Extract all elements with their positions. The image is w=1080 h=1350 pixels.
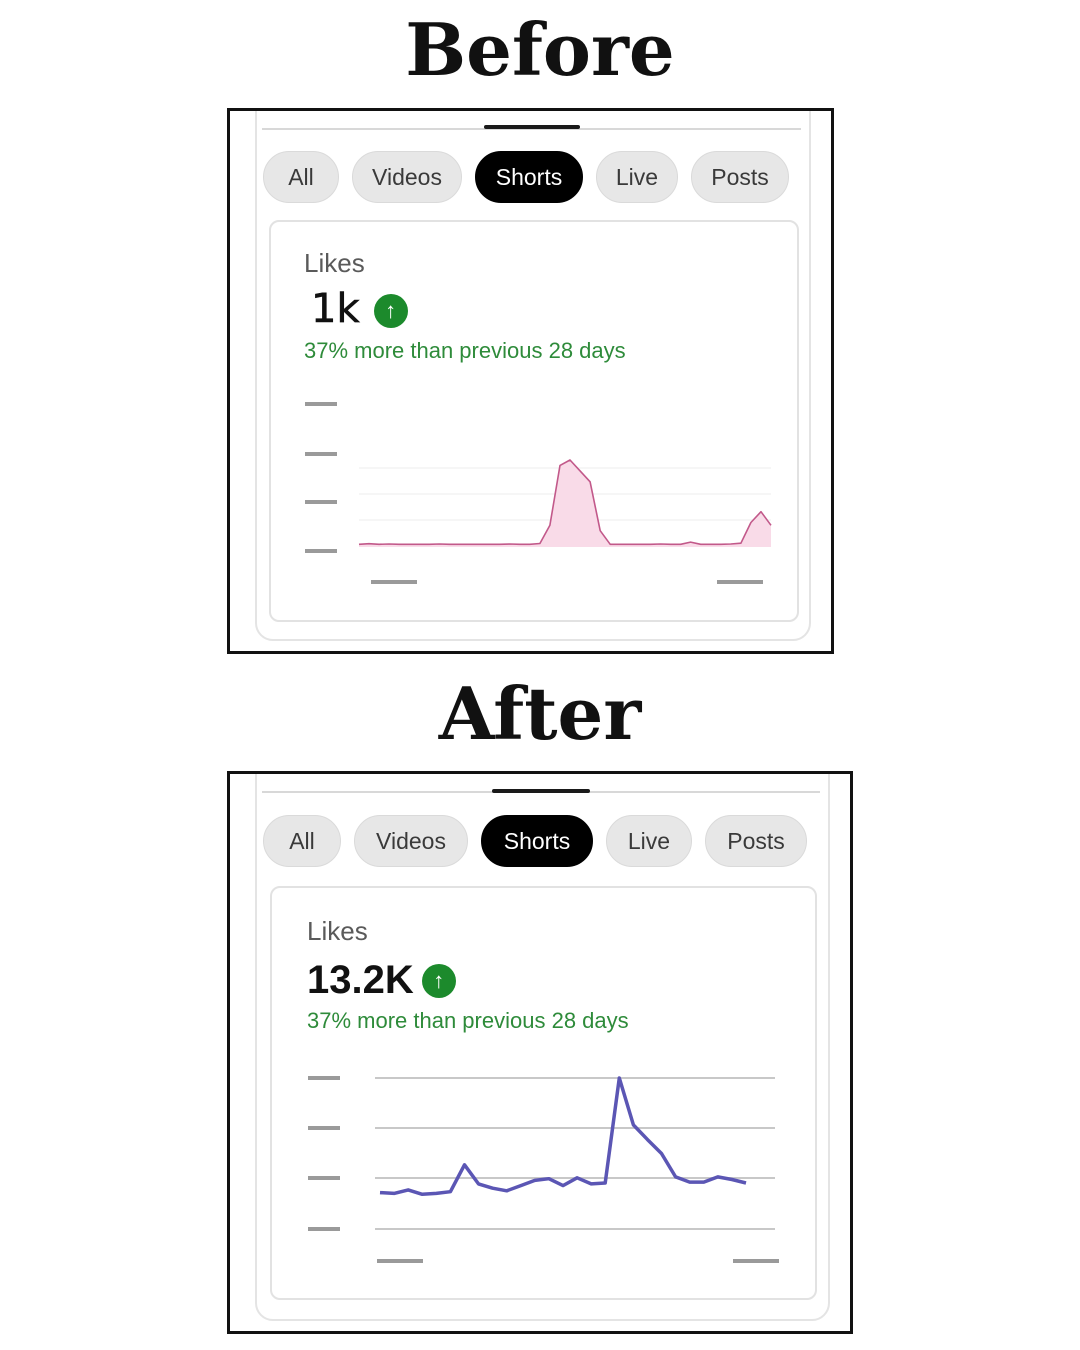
metric-label: Likes	[307, 916, 368, 946]
tab-videos[interactable]: Videos	[352, 151, 462, 203]
metric-label: Likes	[304, 248, 365, 278]
likes-chart	[308, 1076, 779, 1263]
tab-shorts[interactable]: Shorts	[475, 151, 583, 203]
filter-tabs: All Videos Shorts Live Posts	[263, 151, 789, 203]
likes-chart	[305, 402, 772, 584]
likes-card[interactable]: Likes 1k ↑ 37% more than previous 28 day…	[269, 220, 799, 622]
change-text: 37% more than previous 28 days	[307, 1008, 629, 1033]
x-tick-label	[717, 580, 763, 584]
drag-handle[interactable]	[484, 125, 580, 129]
filter-tabs: All Videos Shorts Live Posts	[263, 815, 807, 867]
tab-all[interactable]: All	[263, 815, 341, 867]
y-tick-label	[308, 1126, 340, 1130]
x-tick-label	[377, 1259, 423, 1263]
tab-shorts[interactable]: Shorts	[481, 815, 593, 867]
likes-card[interactable]: Likes 13.2K ↑ 37% more than previous 28 …	[270, 886, 817, 1300]
tab-videos[interactable]: Videos	[354, 815, 468, 867]
before-screenshot: All Videos Shorts Live Posts Likes 1k ↑ …	[227, 108, 834, 654]
metric-row: 1k ↑	[311, 286, 408, 332]
y-tick-label	[308, 1076, 340, 1080]
sheet-divider	[262, 128, 801, 130]
tab-live[interactable]: Live	[596, 151, 678, 203]
metric-value: 13.2K	[307, 958, 414, 1002]
y-tick-label	[305, 500, 337, 504]
metric-row: 13.2K ↑	[307, 958, 456, 1003]
before-heading: Before	[405, 7, 675, 92]
series-line	[379, 1076, 747, 1197]
arrow-up-circle-icon: ↑	[373, 294, 408, 328]
drag-handle[interactable]	[492, 789, 590, 793]
y-tick-label	[308, 1176, 340, 1180]
tab-all[interactable]: All	[263, 151, 339, 203]
tab-posts[interactable]: Posts	[705, 815, 807, 867]
series-area	[359, 460, 771, 547]
series-line	[358, 459, 772, 546]
after-heading: After	[438, 671, 642, 756]
tab-live[interactable]: Live	[606, 815, 692, 867]
y-tick-label	[305, 402, 337, 406]
y-tick-label	[305, 452, 337, 456]
arrow-up-circle-icon: ↑	[421, 963, 456, 998]
after-screenshot: All Videos Shorts Live Posts Likes 13.2K…	[227, 771, 853, 1334]
y-tick-label	[305, 549, 337, 553]
y-tick-label	[308, 1227, 340, 1231]
change-text: 37% more than previous 28 days	[304, 338, 626, 363]
x-tick-label	[371, 580, 417, 584]
x-tick-label	[733, 1259, 779, 1263]
tab-posts[interactable]: Posts	[691, 151, 789, 203]
metric-value: 1k	[311, 286, 360, 333]
